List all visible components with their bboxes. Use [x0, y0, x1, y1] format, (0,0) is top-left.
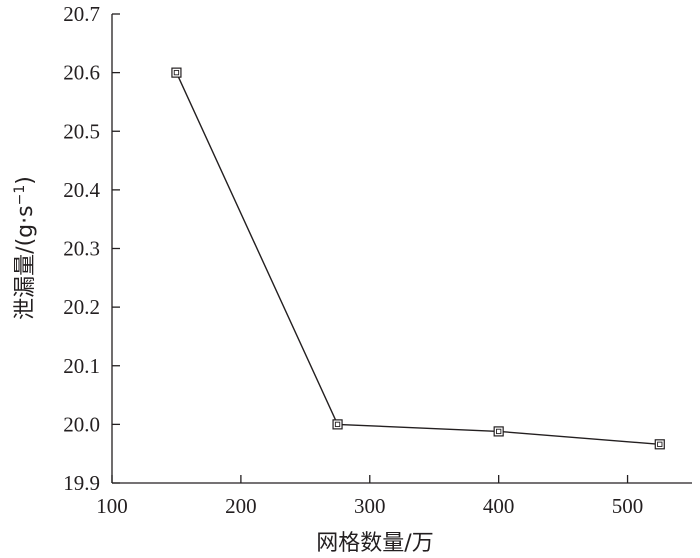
y-tick-label: 20.5 [63, 119, 100, 143]
y-axis-title-suffix: ) [13, 176, 38, 185]
y-tick-label: 20.7 [63, 2, 100, 26]
x-tick-label: 400 [483, 494, 515, 518]
y-tick-label: 20.6 [63, 61, 100, 85]
x-tick-label: 100 [96, 494, 128, 518]
y-tick-label: 20.0 [63, 412, 100, 436]
x-tick-label: 300 [354, 494, 386, 518]
series-line [175, 72, 660, 445]
y-tick-label: 19.9 [63, 471, 100, 495]
y-axis-title-superscript: −1 [12, 185, 28, 206]
x-tick-label: 500 [612, 494, 644, 518]
y-tick-label: 20.2 [63, 295, 100, 319]
y-tick-label: 20.3 [63, 237, 100, 261]
data-point-marker [332, 419, 343, 430]
x-axis: 100 200 300 400 500 [96, 475, 692, 518]
plot-area [171, 67, 665, 450]
y-tick-label: 20.4 [63, 178, 100, 202]
data-point-marker [493, 426, 504, 437]
x-tick-label: 200 [225, 494, 257, 518]
y-axis: 19.9 20.0 20.1 20.2 20.3 20.4 20.5 20.6 20.7 [63, 2, 120, 495]
y-tick-label: 20.1 [63, 354, 100, 378]
data-point-marker [171, 67, 182, 78]
x-axis-title: 网格数量/万 [316, 531, 433, 556]
y-axis-title-main: 泄漏量/(g·s [13, 205, 38, 319]
y-axis-title: 泄漏量/(g·s−1) [12, 176, 38, 320]
data-point-marker [654, 439, 665, 450]
